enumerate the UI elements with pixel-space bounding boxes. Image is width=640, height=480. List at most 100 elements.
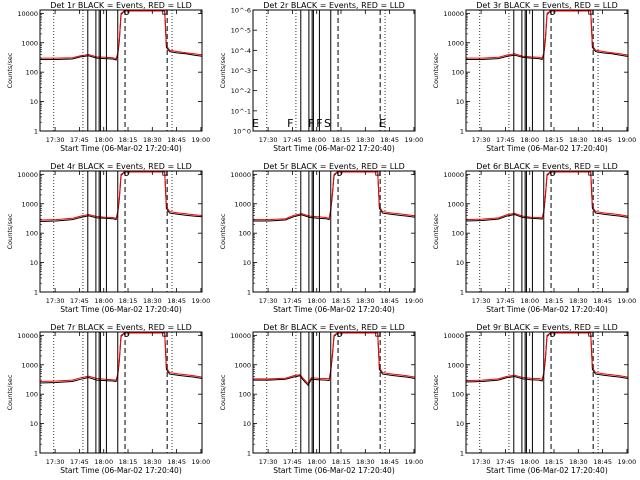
plot-frame xyxy=(252,331,416,454)
x-tick-label: 18:15 xyxy=(119,136,138,144)
plot-frame xyxy=(465,331,629,454)
y-tick-label: 100 xyxy=(452,230,464,238)
panel-title: Det 3r BLACK = Events, RED = LLD xyxy=(476,1,618,10)
x-axis-label: Start Time (06-Mar-02 17:20:40) xyxy=(273,144,395,153)
x-tick-label: 18:30 xyxy=(143,458,162,466)
x-tick-label: 18:30 xyxy=(569,136,588,144)
y-tick-label: 1 xyxy=(34,128,38,136)
x-tick-label: 17:30 xyxy=(259,136,278,144)
detector-panel-4: Det 4r BLACK = Events, RED = LLD 1 10 100 10… xyxy=(6,162,210,314)
detector-panel-3: Det 3r BLACK = Events, RED = LLD 1 10 100 10… xyxy=(432,1,636,153)
y-tick-label: 10000 xyxy=(17,332,38,340)
x-tick-label: 19:00 xyxy=(405,458,424,466)
y-axis-label: Counts/sec xyxy=(432,52,440,88)
x-tick-label: 18:30 xyxy=(143,297,162,305)
series-line-events xyxy=(39,332,203,384)
x-axis-label: Start Time (06-Mar-02 17:20:40) xyxy=(486,466,608,475)
x-tick-label: 18:15 xyxy=(545,136,564,144)
y-axis-label: Counts/sec xyxy=(6,374,14,410)
x-tick-label: 18:45 xyxy=(380,136,399,144)
x-tick-label: 18:00 xyxy=(94,458,113,466)
y-tick-label: 1 xyxy=(34,450,38,458)
y-tick-label: 10 xyxy=(243,259,251,267)
y-tick-label: 10 xyxy=(456,98,464,106)
y-axis-label: Counts/sec xyxy=(219,213,227,249)
y-tick-label: 1000 xyxy=(234,361,251,369)
y-tick-label: 100 xyxy=(239,391,251,399)
x-tick-label: 17:30 xyxy=(472,136,491,144)
x-axis-label: Start Time (06-Mar-02 17:20:40) xyxy=(60,144,182,153)
x-tick-label: 19:00 xyxy=(405,136,424,144)
y-tick-label: 1000 xyxy=(447,200,464,208)
detector-panel-1: Det 1r BLACK = Events, RED = LLD 1 10 100 10… xyxy=(6,1,210,153)
y-tick-label: 1000 xyxy=(21,200,38,208)
x-tick-label: 18:15 xyxy=(545,297,564,305)
x-tick-label: 17:45 xyxy=(496,297,515,305)
x-tick-label: 19:00 xyxy=(192,136,211,144)
y-tick-label: 1 xyxy=(460,450,464,458)
series-line-lld xyxy=(465,332,629,382)
event-annotation-letter: S xyxy=(324,117,331,130)
x-tick-label: 17:30 xyxy=(46,136,65,144)
y-tick-label: 10 xyxy=(243,420,251,428)
y-tick-label: 1 xyxy=(460,289,464,297)
x-axis-label: Start Time (06-Mar-02 17:20:40) xyxy=(273,466,395,475)
y-tick-label: 1 xyxy=(247,450,251,458)
detector-panel-9: Det 9r BLACK = Events, RED = LLD 1 10 100 10… xyxy=(432,323,636,475)
y-tick-label: 10^0 xyxy=(233,128,251,136)
y-tick-label: 10000 xyxy=(443,332,464,340)
detector-panel-8: Det 8r BLACK = Events, RED = LLD 1 10 100 10… xyxy=(219,323,423,475)
y-tick-label: 10^-6 xyxy=(231,7,251,15)
x-axis-label: Start Time (06-Mar-02 17:20:40) xyxy=(486,305,608,314)
y-axis-label: Counts/sec xyxy=(6,213,14,249)
panel-title: Det 7r BLACK = Events, RED = LLD xyxy=(50,323,192,332)
y-tick-label: 10^-4 xyxy=(231,47,251,55)
x-tick-label: 18:30 xyxy=(569,458,588,466)
series-line-lld xyxy=(465,171,629,221)
plot-frame xyxy=(252,170,416,293)
x-tick-label: 18:30 xyxy=(143,136,162,144)
y-tick-label: 10^-3 xyxy=(231,67,251,75)
y-axis-label: Counts/sec xyxy=(432,213,440,249)
series-line-lld xyxy=(39,171,203,221)
series-line-events xyxy=(465,332,629,383)
y-axis-label: Counts/sec xyxy=(432,374,440,410)
y-tick-label: 10 xyxy=(30,259,38,267)
x-tick-label: 17:30 xyxy=(259,458,278,466)
x-tick-label: 18:30 xyxy=(356,297,375,305)
event-annotation-letter: F xyxy=(316,117,322,130)
x-tick-label: 19:00 xyxy=(618,136,637,144)
y-tick-label: 1000 xyxy=(447,39,464,47)
panel-title: Det 9r BLACK = Events, RED = LLD xyxy=(476,323,618,332)
y-tick-label: 10000 xyxy=(230,332,251,340)
x-tick-label: 18:45 xyxy=(593,458,612,466)
y-tick-label: 1 xyxy=(247,289,251,297)
series-line-lld xyxy=(253,332,416,385)
panel-title: Det 1r BLACK = Events, RED = LLD xyxy=(50,1,192,10)
series-line-lld xyxy=(253,171,416,221)
event-annotation-letter: F xyxy=(308,117,314,130)
series-line-events xyxy=(253,171,416,222)
plot-frame xyxy=(465,170,629,293)
y-tick-label: 100 xyxy=(452,391,464,399)
y-tick-label: 100 xyxy=(26,230,38,238)
x-tick-label: 18:00 xyxy=(520,136,539,144)
x-tick-label: 19:00 xyxy=(405,297,424,305)
series-line-lld xyxy=(40,10,203,60)
panel-title: Det 2r BLACK = Events, RED = LLD xyxy=(263,1,405,10)
y-tick-label: 100 xyxy=(452,69,464,77)
y-tick-label: 10000 xyxy=(17,171,38,179)
y-tick-label: 10 xyxy=(456,420,464,428)
x-axis-label: Start Time (06-Mar-02 17:20:40) xyxy=(273,305,395,314)
y-tick-label: 1000 xyxy=(21,39,38,47)
x-tick-label: 18:00 xyxy=(520,297,539,305)
series-line-events xyxy=(40,10,203,61)
y-tick-label: 10^-1 xyxy=(231,107,251,115)
panel-title: Det 8r BLACK = Events, RED = LLD xyxy=(263,323,405,332)
x-tick-label: 18:45 xyxy=(167,136,186,144)
x-tick-label: 18:30 xyxy=(356,458,375,466)
x-tick-label: 17:30 xyxy=(472,297,491,305)
x-tick-label: 18:45 xyxy=(380,458,399,466)
x-tick-label: 17:45 xyxy=(496,458,515,466)
